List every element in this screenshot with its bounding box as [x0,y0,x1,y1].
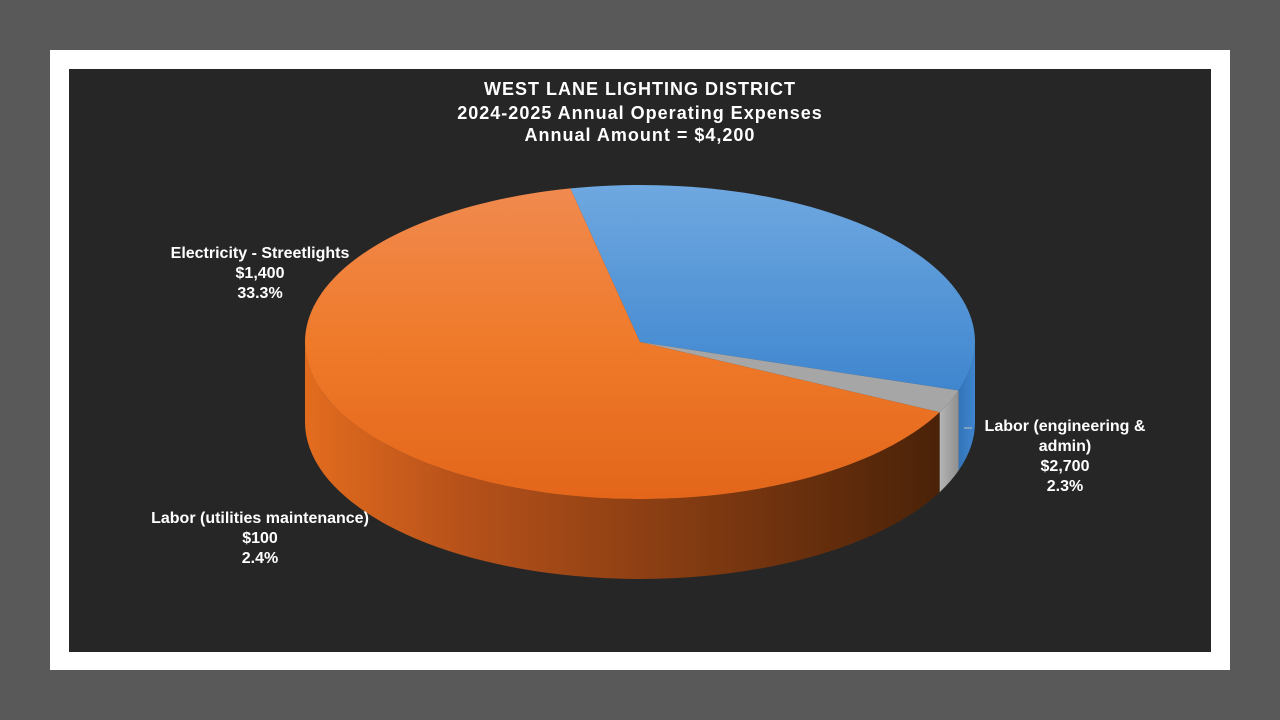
data-label-engineering-admin: Labor (engineering & admin) $2,700 2.3% [965,417,1165,497]
pie-slice-utilities-maintenance [640,342,959,413]
chart-subtitle: 2024-2025 Annual Operating Expenses [457,103,823,123]
pie-sides [305,342,975,579]
pie-tops [305,185,975,499]
pie-slice-engineering-admin [305,188,940,499]
pie-side-engineering-admin [305,342,940,579]
data-label-electricity: Electricity - Streetlights $1,400 33.3% [150,244,370,304]
pie-side-electricity [958,342,975,471]
slice-percent-electricity: 33.3% [237,285,283,302]
slice-value-engineering-admin: $2,700 [1040,458,1090,475]
slice-value-utilities-maintenance: $100 [242,530,278,547]
slice-name-electricity: Electricity - Streetlights [170,245,350,262]
data-label-utilities-maintenance: Labor (utilities maintenance) $100 2.4% [130,509,390,569]
pie-side-utilities-maintenance [939,390,959,493]
slice-name-engineering-admin: Labor (engineering & admin) [984,418,1146,455]
slice-percent-utilities-maintenance: 2.4% [241,550,279,567]
slice-percent-engineering-admin: 2.3% [1046,478,1084,495]
pie-slice-electricity [570,185,975,391]
slice-name-utilities-maintenance: Labor (utilities maintenance) [151,510,369,527]
slice-value-electricity: $1,400 [235,265,285,282]
chart-title: WEST LANE LIGHTING DISTRICT [484,79,796,99]
chart-total-amount: Annual Amount = $4,200 [524,125,756,145]
